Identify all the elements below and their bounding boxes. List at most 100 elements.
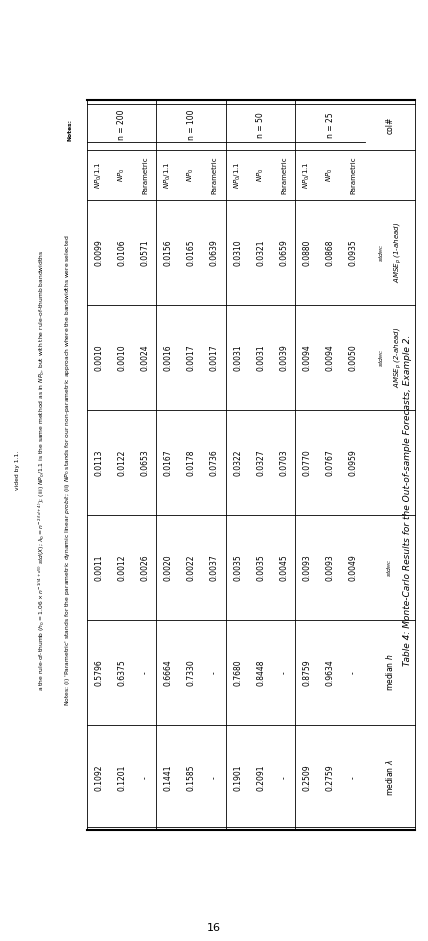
Text: $NP_0/1.1$: $NP_0/1.1$ bbox=[93, 161, 104, 189]
Text: 0.0093: 0.0093 bbox=[303, 554, 312, 581]
Text: a the rule-of-thumb ($h_0 = 1.06 \times n^{-1/(4+d_0)}$ $std(X)$; $\lambda_0 = n: a the rule-of-thumb ($h_0 = 1.06 \times … bbox=[37, 249, 47, 691]
Text: median $\lambda$: median $\lambda$ bbox=[384, 759, 395, 796]
Text: $NP_0$: $NP_0$ bbox=[325, 167, 336, 183]
Text: 0.0770: 0.0770 bbox=[303, 449, 312, 476]
Text: 0.0050: 0.0050 bbox=[349, 344, 358, 371]
Text: 0.0321: 0.0321 bbox=[256, 239, 265, 265]
Text: 0.1901: 0.1901 bbox=[233, 764, 242, 790]
Text: 0.7680: 0.7680 bbox=[233, 660, 242, 686]
Text: Notes:: Notes: bbox=[68, 119, 72, 141]
Text: Parametric: Parametric bbox=[142, 156, 148, 194]
Text: 0.2509: 0.2509 bbox=[303, 764, 312, 790]
Text: 0.6664: 0.6664 bbox=[163, 659, 172, 686]
Text: 0.0010: 0.0010 bbox=[117, 344, 126, 371]
Text: 0.0045: 0.0045 bbox=[279, 554, 288, 581]
Text: vided by 1.1.: vided by 1.1. bbox=[15, 451, 21, 489]
Text: 0.0327: 0.0327 bbox=[256, 449, 265, 476]
Text: 0.0049: 0.0049 bbox=[349, 554, 358, 581]
Text: 0.6375: 0.6375 bbox=[117, 659, 126, 686]
Text: n = 200: n = 200 bbox=[117, 110, 126, 140]
Text: 0.0039: 0.0039 bbox=[279, 344, 288, 371]
Text: 0.0178: 0.0178 bbox=[187, 449, 196, 476]
Text: 0.5796: 0.5796 bbox=[94, 659, 103, 686]
Text: 0.0022: 0.0022 bbox=[187, 554, 196, 581]
Text: 0.0868: 0.0868 bbox=[326, 239, 335, 265]
Text: 0.0165: 0.0165 bbox=[187, 239, 196, 265]
Text: 0.0322: 0.0322 bbox=[233, 449, 242, 476]
Text: $NP_0/1.1$: $NP_0/1.1$ bbox=[163, 161, 173, 189]
Text: 0.1201: 0.1201 bbox=[117, 764, 126, 790]
Text: Parametric: Parametric bbox=[351, 156, 357, 194]
Text: 0.0653: 0.0653 bbox=[140, 449, 149, 476]
Text: 0.0011: 0.0011 bbox=[94, 554, 103, 581]
Text: 0.0639: 0.0639 bbox=[210, 239, 219, 266]
Text: $std_{MC}$: $std_{MC}$ bbox=[377, 348, 386, 367]
Text: 0.2759: 0.2759 bbox=[326, 764, 335, 790]
Text: 0.0113: 0.0113 bbox=[94, 449, 103, 476]
Text: 0.2091: 0.2091 bbox=[256, 764, 265, 790]
Text: 0.0017: 0.0017 bbox=[210, 344, 219, 371]
Text: -: - bbox=[210, 671, 219, 674]
Text: -: - bbox=[349, 671, 358, 674]
Text: 0.7330: 0.7330 bbox=[187, 659, 196, 686]
Text: $std_{MC}$: $std_{MC}$ bbox=[386, 558, 395, 577]
Text: Table 4: Monte-Carlo Results for the Out-of-sample Forecasts, Example 2.: Table 4: Monte-Carlo Results for the Out… bbox=[404, 334, 413, 665]
Text: 0.1441: 0.1441 bbox=[163, 764, 172, 790]
Text: n = 25: n = 25 bbox=[326, 112, 335, 137]
Text: 0.0035: 0.0035 bbox=[256, 554, 265, 581]
Text: 0.0094: 0.0094 bbox=[303, 344, 312, 371]
Text: Parametric: Parametric bbox=[211, 156, 217, 194]
Text: $NP_0$: $NP_0$ bbox=[256, 167, 266, 183]
Text: -: - bbox=[349, 776, 358, 779]
Text: 0.0310: 0.0310 bbox=[233, 239, 242, 265]
Text: 0.0094: 0.0094 bbox=[326, 344, 335, 371]
Text: 0.1585: 0.1585 bbox=[187, 764, 196, 790]
Text: $NP_0$: $NP_0$ bbox=[117, 167, 127, 183]
Text: 0.0037: 0.0037 bbox=[210, 554, 219, 581]
Text: 0.0016: 0.0016 bbox=[163, 344, 172, 371]
Text: Notes: (i) 'Parametric' stands for the parametric dynamic linear $probit$; (ii) : Notes: (i) 'Parametric' stands for the p… bbox=[63, 234, 72, 706]
Text: $AMSE_p$ (2-ahead): $AMSE_p$ (2-ahead) bbox=[392, 327, 404, 388]
Text: $AMSE_p$ (1-ahead): $AMSE_p$ (1-ahead) bbox=[392, 222, 404, 283]
Text: -: - bbox=[140, 776, 149, 779]
Text: 0.0017: 0.0017 bbox=[187, 344, 196, 371]
Text: 0.1092: 0.1092 bbox=[94, 764, 103, 790]
Text: 0.0736: 0.0736 bbox=[210, 449, 219, 476]
Text: 0.0122: 0.0122 bbox=[117, 449, 126, 476]
Text: 0.0031: 0.0031 bbox=[256, 344, 265, 371]
Text: 0.0880: 0.0880 bbox=[303, 239, 312, 265]
Text: 0.0099: 0.0099 bbox=[94, 239, 103, 266]
Text: 0.0035: 0.0035 bbox=[233, 554, 242, 581]
Text: 0.0010: 0.0010 bbox=[94, 344, 103, 371]
Text: $NP_0$: $NP_0$ bbox=[186, 167, 196, 183]
Text: Parametric: Parametric bbox=[281, 156, 287, 194]
Text: 0.0093: 0.0093 bbox=[326, 554, 335, 581]
Text: 0.0167: 0.0167 bbox=[163, 449, 172, 476]
Text: 0.0959: 0.0959 bbox=[349, 449, 358, 476]
Text: n = 100: n = 100 bbox=[187, 110, 196, 140]
Text: 0.8448: 0.8448 bbox=[256, 660, 265, 686]
Text: median $h$: median $h$ bbox=[384, 654, 395, 691]
Text: -: - bbox=[279, 671, 288, 674]
Text: 0.0571: 0.0571 bbox=[140, 239, 149, 265]
Text: 0.0767: 0.0767 bbox=[326, 449, 335, 476]
Text: 0.8759: 0.8759 bbox=[303, 660, 312, 686]
Text: n = 50: n = 50 bbox=[256, 112, 265, 138]
Text: 0.0012: 0.0012 bbox=[117, 554, 126, 581]
Text: -: - bbox=[140, 671, 149, 674]
Text: 0.0156: 0.0156 bbox=[163, 239, 172, 265]
Text: 0.0703: 0.0703 bbox=[279, 449, 288, 476]
Text: 0.0024: 0.0024 bbox=[140, 344, 149, 371]
Text: 0.0935: 0.0935 bbox=[349, 239, 358, 266]
Text: -: - bbox=[210, 776, 219, 779]
Text: 16: 16 bbox=[207, 923, 221, 933]
Text: -: - bbox=[279, 776, 288, 779]
Text: 0.0659: 0.0659 bbox=[279, 239, 288, 266]
Text: $NP_0/1.1$: $NP_0/1.1$ bbox=[302, 161, 312, 189]
Text: 0.9634: 0.9634 bbox=[326, 659, 335, 686]
Text: 0.0106: 0.0106 bbox=[117, 239, 126, 265]
Text: 0.0031: 0.0031 bbox=[233, 344, 242, 371]
Text: col#: col# bbox=[386, 117, 395, 134]
Text: $NP_0/1.1$: $NP_0/1.1$ bbox=[232, 161, 243, 189]
Text: 0.0020: 0.0020 bbox=[163, 554, 172, 581]
